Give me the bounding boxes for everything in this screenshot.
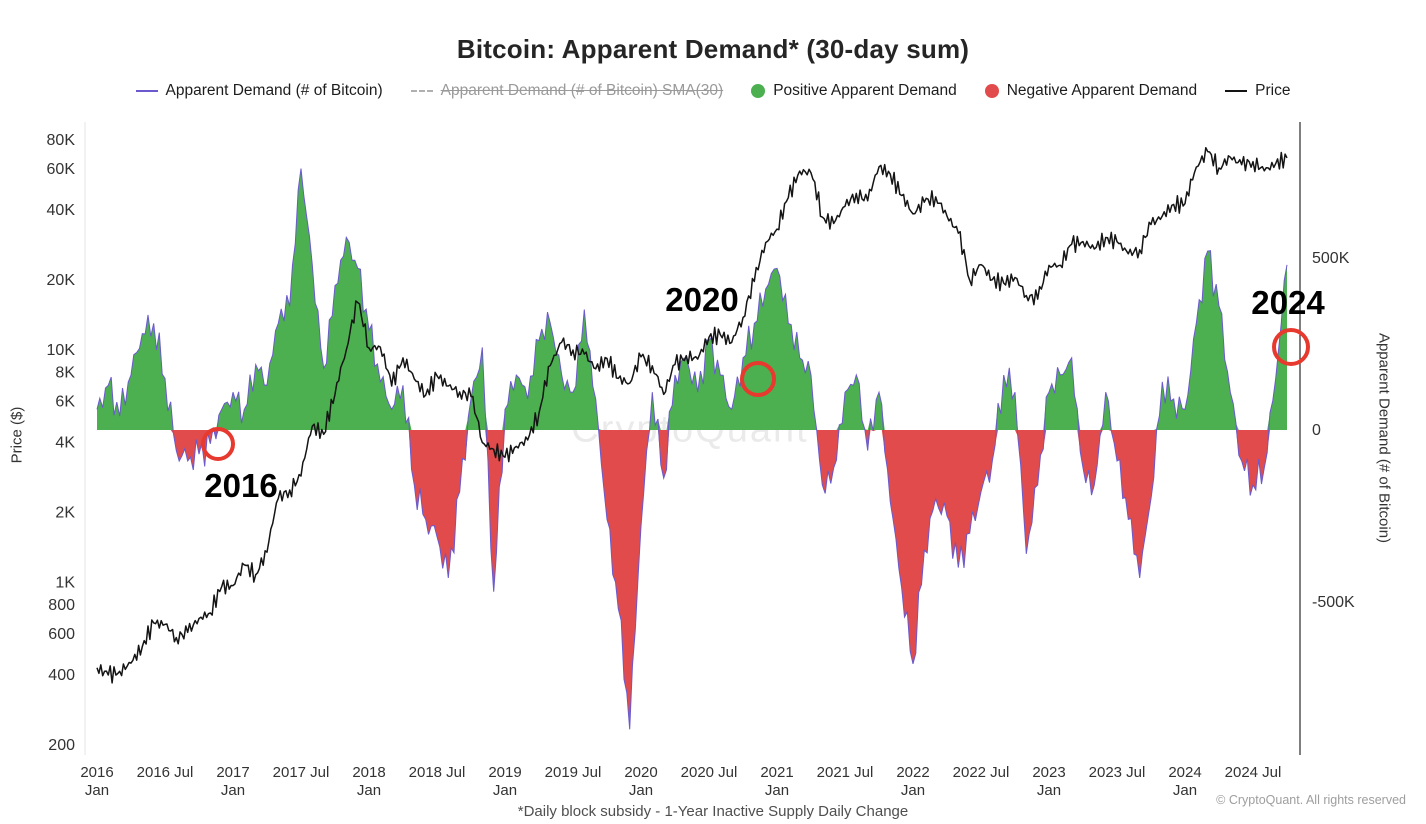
x-tick-label: 2016 Jul <box>137 764 194 781</box>
price-tick-label: 2K <box>55 505 75 522</box>
negative-demand-area <box>97 430 1287 730</box>
chart-canvas[interactable]: 80K 60K 40K 20K 10K 8K 6K 4K 2K 1K 800 600 400 200 500… <box>0 115 1426 815</box>
legend-item-negative-demand[interactable]: Negative Apparent Demand <box>984 82 1198 100</box>
legend-label-sma: Apparent Demand (# of Bitcoin) SMA(30) <box>440 82 724 99</box>
price-tick-label: 80K <box>47 132 76 149</box>
price-tick-label: 800 <box>48 597 75 614</box>
price-tick-label: 60K <box>47 161 76 178</box>
legend-label-positive-demand: Positive Apparent Demand <box>773 82 957 99</box>
red-dot-icon <box>984 84 999 98</box>
x-tick-label: 2022 Jul <box>953 764 1010 781</box>
price-tick-label: 20K <box>47 272 76 289</box>
legend-item-apparent-demand[interactable]: Apparent Demand (# of Bitcoin) <box>135 82 383 100</box>
x-tick-label-line2: Jan <box>357 782 381 799</box>
price-tick-label: 10K <box>47 342 76 359</box>
demand-tick-label: 0 <box>1312 422 1321 439</box>
black-line-swatch-icon <box>1225 90 1248 92</box>
price-tick-label: 400 <box>48 667 75 684</box>
copyright: © CryptoQuant. All rights reserved <box>1216 793 1406 807</box>
legend: Apparent Demand (# of Bitcoin) Apparent … <box>0 82 1426 100</box>
left-axis-title: Price ($) <box>8 406 26 464</box>
x-tick-label: 2021 Jul <box>817 764 874 781</box>
x-tick-label-line2: Jan <box>1173 782 1197 799</box>
price-tick-label: 200 <box>48 737 75 754</box>
price-tick-label: 1K <box>55 574 75 591</box>
x-tick-label-line2: Jan <box>85 782 109 799</box>
x-tick-label: 2016 <box>80 764 113 781</box>
x-tick-label: 2024 Jul <box>1225 764 1282 781</box>
purple-line-swatch-icon <box>135 90 158 92</box>
x-tick-label: 2024 <box>1168 764 1201 781</box>
legend-label-apparent-demand: Apparent Demand (# of Bitcoin) <box>165 82 383 99</box>
x-tick-label-line2: Jan <box>1037 782 1061 799</box>
legend-item-sma[interactable]: Apparent Demand (# of Bitcoin) SMA(30) <box>410 82 724 100</box>
x-tick-label: 2019 Jul <box>545 764 602 781</box>
positive-demand-area <box>97 168 1287 430</box>
x-tick-label-line2: Jan <box>765 782 789 799</box>
x-tick-label: 2020 Jul <box>681 764 738 781</box>
x-tick-label: 2019 <box>488 764 521 781</box>
demand-tick-label: 500K <box>1312 250 1350 267</box>
x-tick-label-line2: Jan <box>629 782 653 799</box>
x-tick-label: 2018 <box>352 764 385 781</box>
green-dot-icon <box>751 84 766 98</box>
legend-label-negative-demand: Negative Apparent Demand <box>1006 82 1198 99</box>
x-tick-label: 2021 <box>760 764 793 781</box>
x-tick-label: 2017 <box>216 764 249 781</box>
x-tick-label: 2018 Jul <box>409 764 466 781</box>
price-tick-label: 40K <box>47 202 76 219</box>
legend-item-price[interactable]: Price <box>1225 82 1291 100</box>
chart-title: Bitcoin: Apparent Demand* (30-day sum) <box>456 34 970 64</box>
demand-tick-label: -500K <box>1312 594 1355 611</box>
x-tick-label-line2: Jan <box>221 782 245 799</box>
footnote: *Daily block subsidy - 1-Year Inactive S… <box>517 803 909 820</box>
price-tick-label: 6K <box>55 394 75 411</box>
x-tick-label: 2017 Jul <box>273 764 330 781</box>
x-tick-label: 2023 <box>1032 764 1065 781</box>
legend-item-positive-demand[interactable]: Positive Apparent Demand <box>751 82 957 100</box>
x-tick-label-line2: Jan <box>901 782 925 799</box>
chart-area: CryptoQuant 80K60K40K20K10K8K6K4K2K1K800… <box>0 115 1426 815</box>
x-tick-label: 2022 <box>896 764 929 781</box>
apparent-demand-line <box>96 168 1288 730</box>
right-axis-title: Apparent Demand (# of Bitcoin) <box>1375 332 1393 544</box>
x-tick-label: 2023 Jul <box>1089 764 1146 781</box>
price-line <box>96 146 1288 684</box>
price-tick-label: 600 <box>48 626 75 643</box>
price-tick-label: 4K <box>55 435 75 452</box>
x-tick-label-line2: Jan <box>493 782 517 799</box>
legend-label-price: Price <box>1255 82 1291 99</box>
dashed-line-swatch-icon <box>410 90 433 92</box>
price-tick-label: 8K <box>55 365 75 382</box>
x-tick-label: 2020 <box>624 764 657 781</box>
